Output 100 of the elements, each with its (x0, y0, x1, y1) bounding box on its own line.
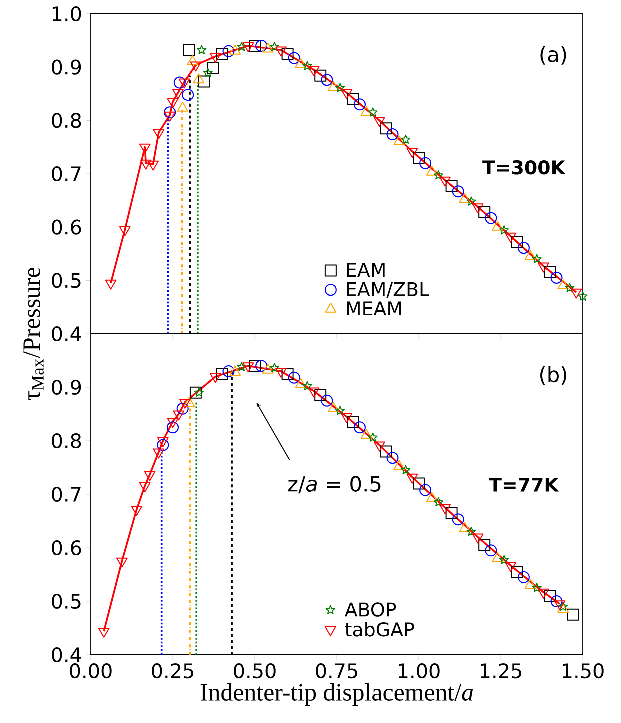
y-tick-label: 0.4 (52, 326, 82, 342)
point (538, 588, 550, 599)
point (190, 386, 202, 399)
point (500, 555, 510, 564)
point (321, 74, 334, 86)
point (328, 81, 340, 92)
point (207, 62, 220, 74)
point (167, 422, 179, 434)
point (308, 388, 320, 398)
y-tick-label: 0.8 (52, 433, 82, 449)
point (485, 212, 498, 224)
point (216, 368, 228, 380)
point (341, 89, 353, 100)
point (153, 129, 165, 140)
point (249, 40, 262, 52)
annotation: T=300K (482, 160, 566, 175)
point (144, 471, 156, 482)
point (249, 360, 262, 372)
point (262, 42, 274, 53)
point (478, 539, 491, 552)
y-tick-label: 0.4 (52, 647, 82, 663)
y-tick-label: 0.6 (52, 220, 82, 235)
point (148, 160, 160, 171)
x-tick-label: 0.50 (234, 664, 276, 679)
point (172, 89, 184, 100)
point (336, 406, 346, 416)
point (198, 76, 210, 88)
point (139, 144, 151, 154)
point (321, 394, 334, 407)
point (413, 478, 426, 490)
point (153, 448, 165, 459)
point (288, 52, 300, 64)
point (237, 42, 247, 52)
point (230, 44, 242, 55)
x-tick-label: 1.50 (563, 664, 604, 679)
annotation: z/a = 0.5 (288, 476, 381, 494)
point (164, 106, 176, 119)
point (518, 571, 530, 584)
point (466, 526, 476, 536)
point (270, 42, 280, 52)
point (197, 45, 207, 54)
point (210, 373, 222, 384)
point (256, 360, 268, 372)
point (173, 410, 185, 421)
point (420, 484, 432, 496)
point (368, 432, 378, 442)
point (565, 283, 575, 292)
point (505, 562, 517, 572)
point (256, 40, 268, 52)
point (386, 452, 399, 464)
point (440, 176, 451, 187)
point (270, 363, 280, 372)
point (550, 596, 563, 608)
point (544, 590, 556, 602)
point (478, 206, 491, 218)
point (354, 98, 366, 111)
point (105, 280, 117, 290)
point (532, 254, 542, 264)
point (380, 446, 392, 458)
x-tick-label: 0.00 (70, 664, 112, 679)
y-tick-label: 0.8 (52, 113, 82, 128)
annotation: T=77K (489, 478, 560, 492)
point (452, 186, 464, 198)
y-tick-label: 0.7 (52, 166, 81, 182)
point (282, 48, 294, 60)
point (302, 61, 312, 70)
point (472, 204, 484, 214)
point (386, 128, 399, 141)
point (183, 44, 196, 56)
point (176, 402, 189, 415)
point (222, 45, 235, 58)
point (302, 381, 312, 391)
point (98, 628, 110, 638)
point (446, 180, 458, 192)
legend-label: EAM/ZBL (347, 282, 430, 298)
y-tick-label: 0.7 (52, 486, 81, 502)
point (511, 566, 524, 578)
point (466, 196, 476, 206)
point (203, 68, 213, 78)
annotation: (a) (540, 46, 566, 65)
point (131, 506, 143, 516)
point (282, 368, 294, 380)
point (570, 288, 582, 299)
point (295, 58, 307, 68)
x-axis-title: Indenter-tip displacement/a (200, 683, 474, 706)
point (242, 362, 254, 373)
point (354, 422, 366, 434)
legend-label: tabGAP (345, 622, 414, 637)
point (380, 122, 392, 135)
point (341, 413, 353, 424)
point (276, 368, 287, 378)
y-axis-title: τ$_{Max}$/Pressure (24, 268, 44, 400)
point (179, 398, 191, 409)
point (518, 242, 530, 254)
annotation: (b) (540, 366, 566, 386)
y-tick-label: 0.9 (52, 380, 82, 396)
point (368, 108, 378, 117)
x-tick-label: 1.25 (481, 664, 522, 679)
point (446, 507, 458, 520)
point (174, 76, 186, 89)
